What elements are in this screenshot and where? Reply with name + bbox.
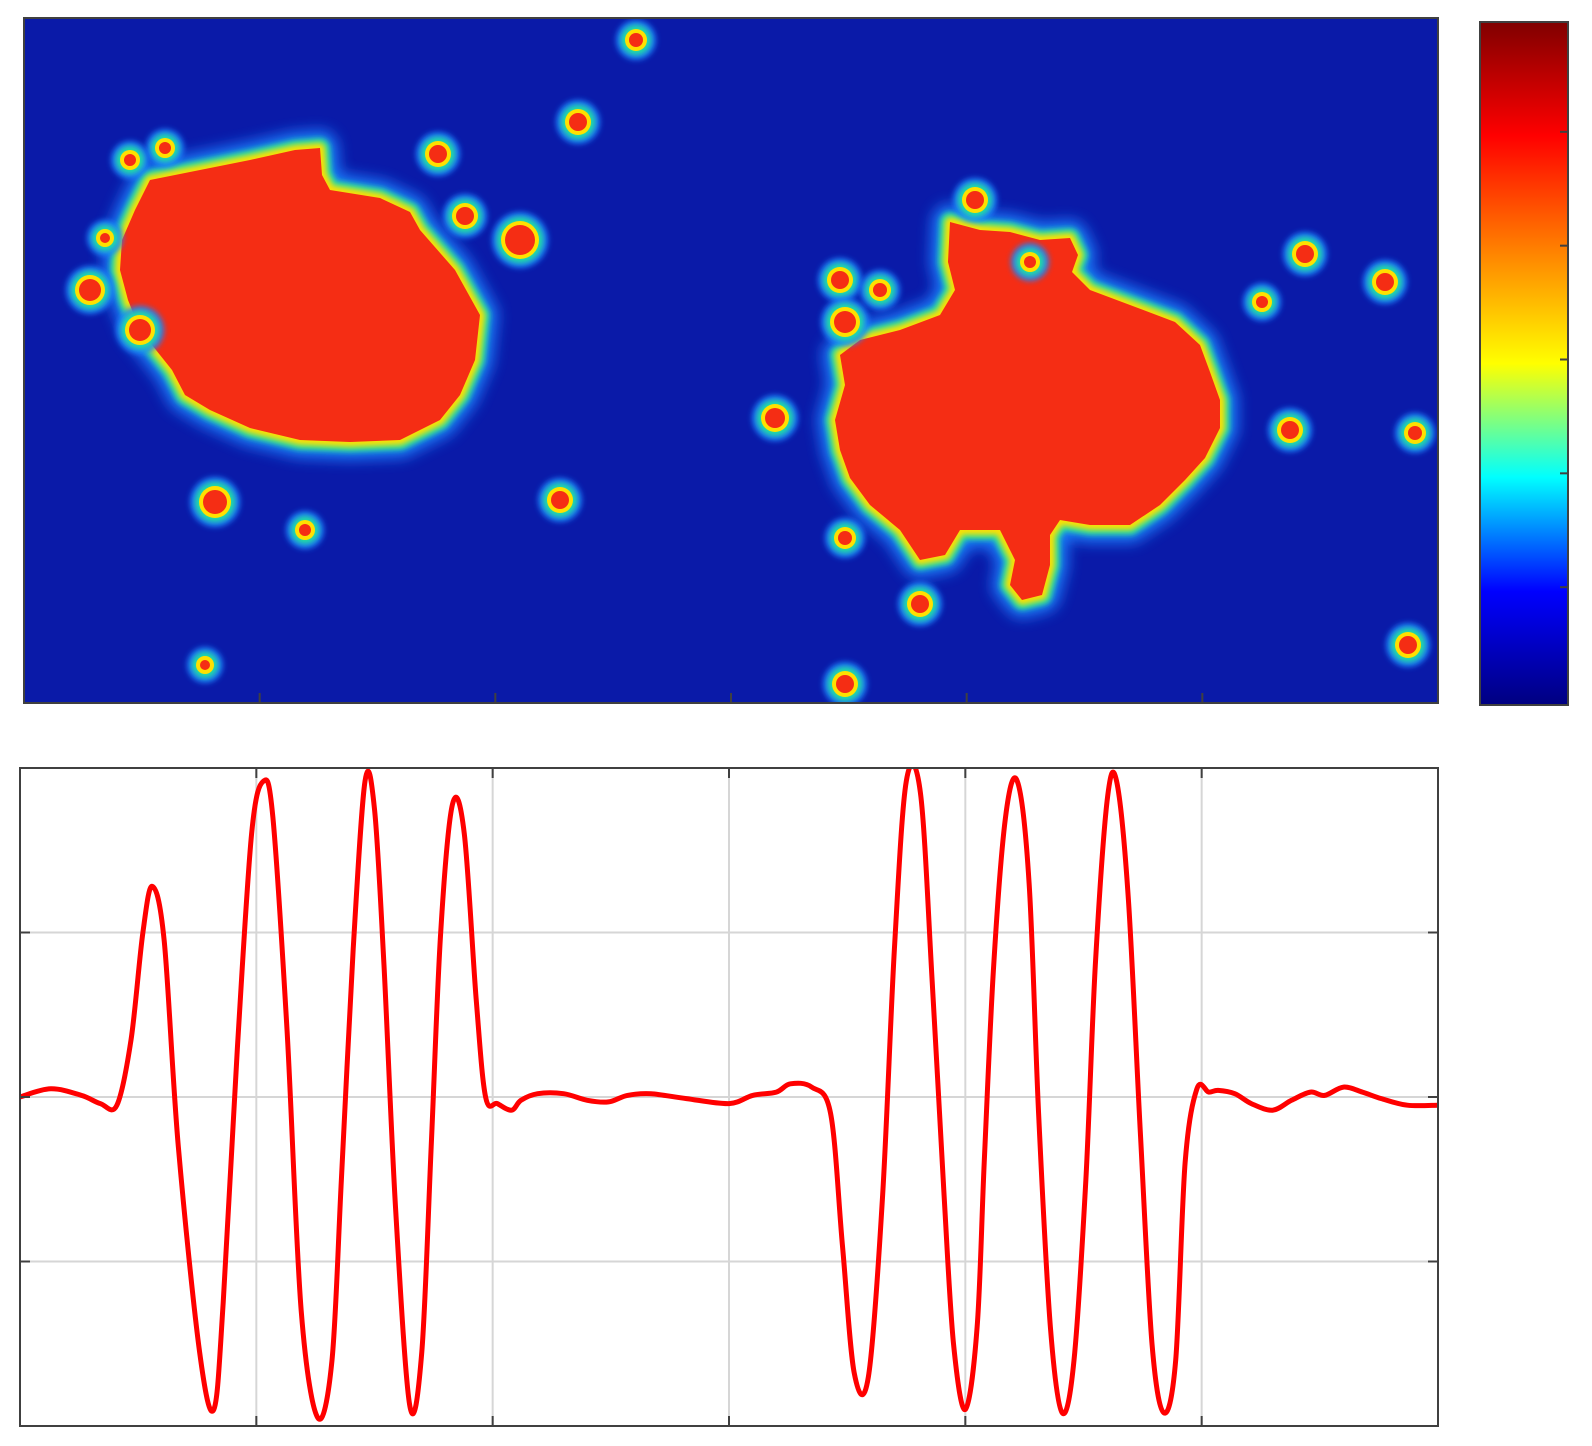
- spot-core: [203, 490, 227, 514]
- colorbar-ticks: [1560, 130, 1568, 589]
- heatmap-panel: [23, 17, 1439, 704]
- spot-core: [966, 191, 984, 209]
- colorbar: [1479, 21, 1569, 706]
- heatmap-spot: [556, 100, 600, 144]
- heatmap-spot: [821, 298, 869, 346]
- heatmap-spot: [87, 220, 123, 256]
- spot-core: [505, 225, 535, 255]
- heatmap-spot: [825, 518, 865, 558]
- spot-core: [79, 279, 101, 301]
- spot-core: [1399, 636, 1417, 654]
- heatmap-spot: [818, 258, 862, 302]
- heatmap-spot: [1386, 623, 1430, 667]
- spot-core: [551, 491, 569, 509]
- heatmap-spot: [286, 511, 324, 549]
- heatmap-spot: [1395, 413, 1435, 453]
- heatmap-spot: [416, 132, 460, 176]
- signal-series-line: [20, 768, 1438, 1422]
- heatmap-x-ticks: [258, 693, 1204, 703]
- spot-core: [765, 408, 785, 428]
- spot-core: [836, 675, 854, 693]
- heatmap-spot: [187, 647, 223, 683]
- heatmap-spot: [752, 395, 798, 441]
- spot-core: [1256, 296, 1268, 308]
- heatmap-spot: [898, 582, 942, 626]
- spot-core: [129, 319, 151, 341]
- heatmap-spot: [66, 266, 114, 314]
- spot-core: [1408, 426, 1422, 440]
- spot-core: [911, 595, 929, 613]
- blob-core: [835, 222, 1220, 600]
- heatmap-spot: [190, 477, 240, 527]
- spot-core: [456, 207, 474, 225]
- heatmap-spot: [1243, 283, 1281, 321]
- heatmap-spot: [1363, 260, 1407, 304]
- blob-core: [120, 148, 480, 442]
- heatmap-spot: [146, 129, 184, 167]
- line-grid: [20, 768, 1438, 1426]
- spot-core: [1376, 273, 1394, 291]
- spot-core: [629, 33, 643, 47]
- spot-core: [1296, 245, 1314, 263]
- spot-core: [834, 311, 856, 333]
- heatmap-spot: [1268, 408, 1312, 452]
- heatmap-right-cluster: [817, 204, 1238, 618]
- heatmap-spot: [616, 20, 656, 60]
- heatmap-spot: [823, 662, 867, 703]
- spot-core: [1024, 256, 1036, 268]
- heatmap-blobs: [66, 20, 1435, 703]
- colorbar-gradient: [1479, 21, 1569, 706]
- spot-core: [299, 524, 311, 536]
- spot-core: [873, 283, 887, 297]
- heatmap-spot: [860, 270, 900, 310]
- spot-core: [200, 660, 210, 670]
- spot-core: [100, 233, 110, 243]
- spot-core: [838, 531, 852, 545]
- line-panel: [19, 767, 1439, 1427]
- spot-core: [569, 113, 587, 131]
- heatmap-spot: [443, 194, 487, 238]
- spot-core: [429, 145, 447, 163]
- heatmap-spot: [1283, 232, 1327, 276]
- heatmap-spot: [492, 212, 548, 268]
- spot-core: [159, 142, 171, 154]
- heatmap-spot: [1011, 243, 1049, 281]
- heatmap-spot: [116, 306, 164, 354]
- line-ticks: [20, 768, 1438, 1426]
- spot-core: [124, 154, 136, 166]
- heatmap-spot: [111, 141, 149, 179]
- heatmap-spot: [538, 478, 582, 522]
- spot-core: [831, 271, 849, 289]
- spot-core: [1281, 421, 1299, 439]
- heatmap-spot: [953, 178, 997, 222]
